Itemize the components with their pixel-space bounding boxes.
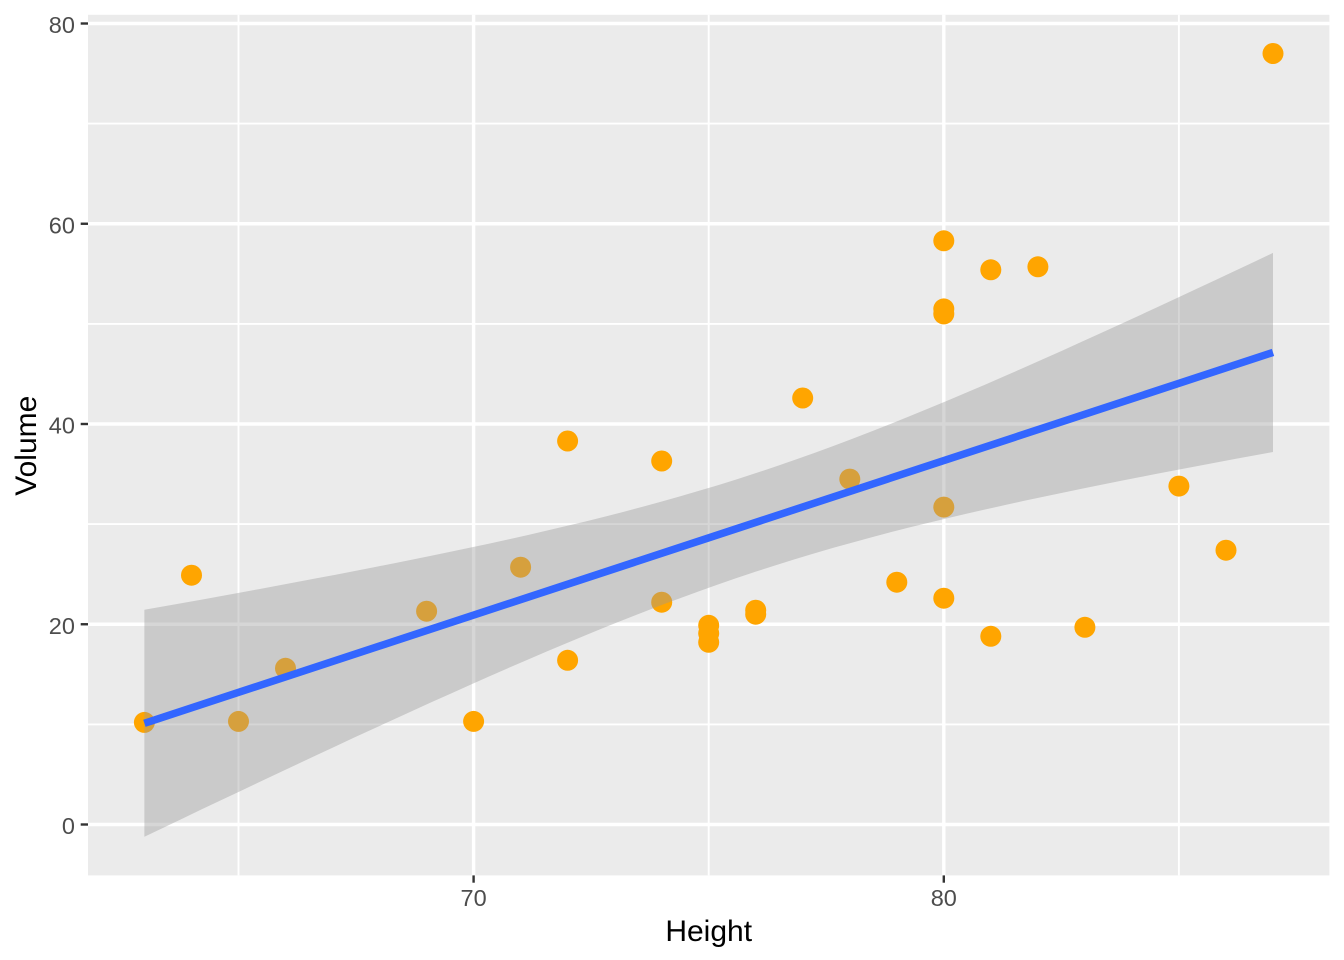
svg-text:70: 70 bbox=[461, 885, 487, 911]
svg-text:40: 40 bbox=[49, 413, 75, 439]
svg-text:Height: Height bbox=[665, 915, 752, 948]
svg-text:80: 80 bbox=[49, 12, 75, 38]
svg-text:80: 80 bbox=[931, 885, 957, 911]
svg-text:Volume: Volume bbox=[10, 396, 43, 496]
svg-text:20: 20 bbox=[49, 613, 75, 639]
svg-text:0: 0 bbox=[62, 813, 75, 839]
svg-text:60: 60 bbox=[49, 212, 75, 238]
